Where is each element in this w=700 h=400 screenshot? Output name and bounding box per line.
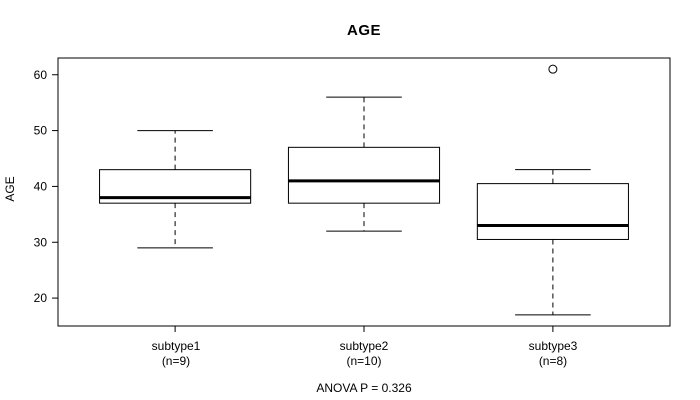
group-count: (n=9) bbox=[161, 354, 191, 368]
group-count: (n=8) bbox=[538, 354, 568, 368]
iqr-box bbox=[287, 146, 441, 204]
chart-title: AGE bbox=[346, 22, 381, 39]
y-tick-label: 20 bbox=[34, 291, 48, 305]
anova-caption: ANOVA P = 0.326 bbox=[316, 381, 412, 395]
x-group-label-subtype3: subtype3 (n=8) bbox=[483, 339, 623, 369]
outlier-point bbox=[548, 64, 558, 74]
iqr-box bbox=[476, 183, 629, 240]
group-label: subtype3 bbox=[528, 339, 578, 353]
group-label: subtype2 bbox=[339, 339, 389, 353]
y-tick-label: 40 bbox=[34, 179, 48, 193]
y-tick-label: 30 bbox=[34, 235, 48, 249]
x-group-label-subtype1: subtype1 (n=9) bbox=[106, 339, 246, 369]
y-tick-label: 50 bbox=[34, 124, 48, 138]
y-tick-label: 60 bbox=[34, 68, 48, 82]
group-count: (n=10) bbox=[346, 354, 382, 368]
x-group-label-subtype2: subtype2 (n=10) bbox=[294, 339, 434, 369]
group-label: subtype1 bbox=[151, 339, 201, 353]
